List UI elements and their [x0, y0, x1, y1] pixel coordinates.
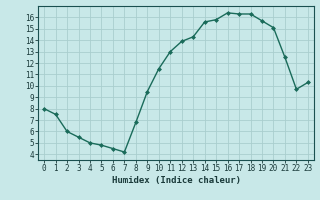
X-axis label: Humidex (Indice chaleur): Humidex (Indice chaleur) — [111, 176, 241, 185]
